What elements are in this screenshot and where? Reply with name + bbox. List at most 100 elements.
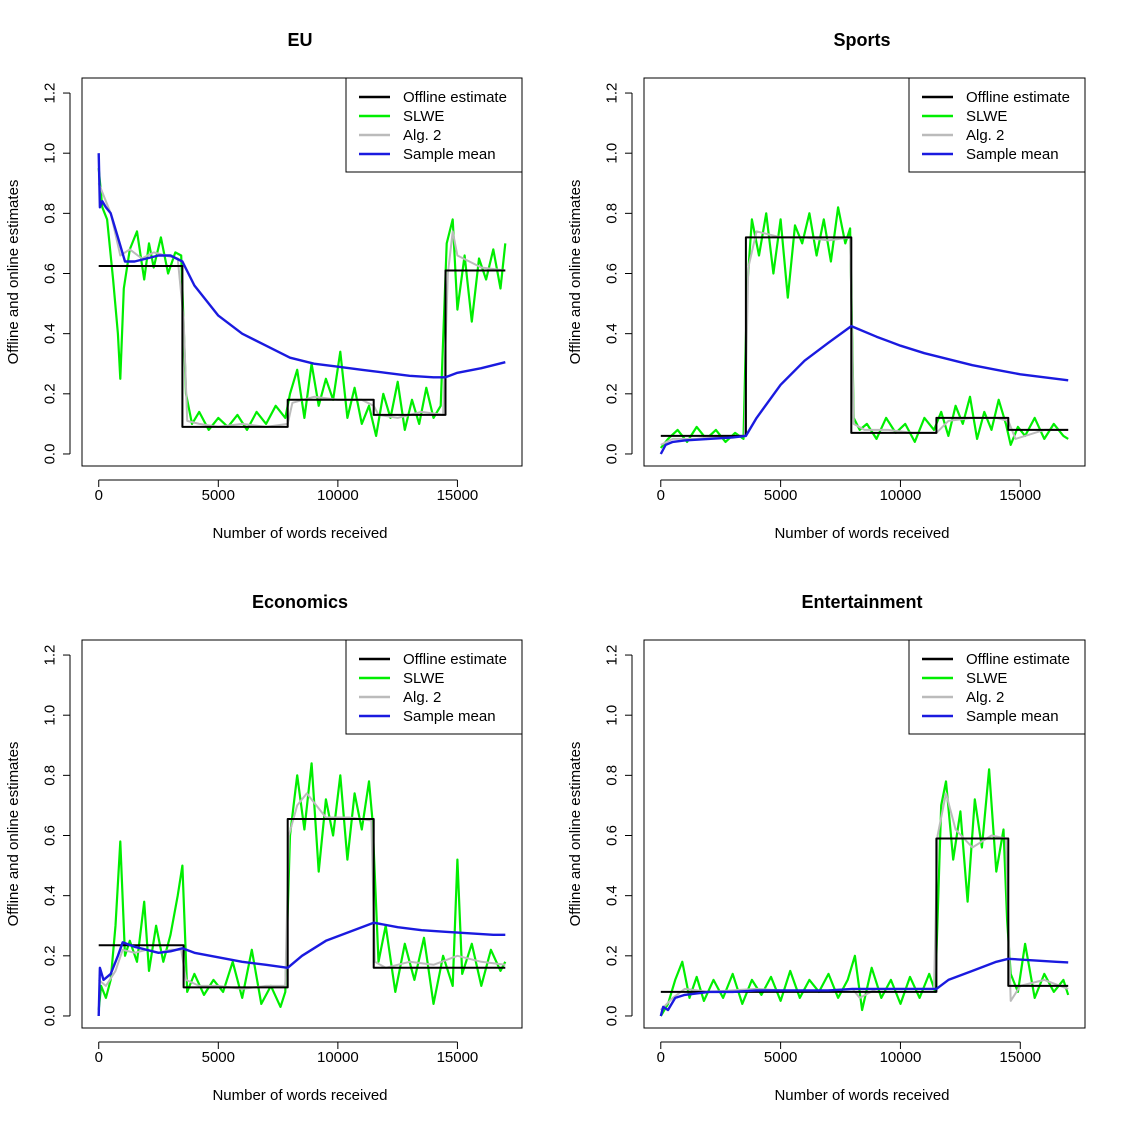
panel-sports: Sports 0 5000 10000 15000 Number of words rec… bbox=[567, 30, 1086, 542]
legend-label-offline-estimate: Offline estimate bbox=[966, 89, 1070, 106]
legend-label-offline-estimate: Offline estimate bbox=[403, 89, 507, 106]
y-tick-label: 0.6 bbox=[604, 263, 621, 284]
y-axis-label: Offline and online estimates bbox=[5, 180, 22, 365]
y-axis-label: Offline and online estimates bbox=[5, 742, 22, 927]
y-tick-label: 0.2 bbox=[42, 945, 59, 966]
y-axis-label: Offline and online estimates bbox=[567, 742, 584, 927]
legend: Offline estimate SLWE Alg. 2 Sample mean bbox=[345, 639, 523, 735]
series-line-sample-mean bbox=[659, 957, 1069, 1017]
series-line-alg-2 bbox=[660, 230, 1069, 446]
legend-label-alg-2: Alg. 2 bbox=[403, 127, 441, 144]
x-tick-label: 15000 bbox=[999, 487, 1041, 504]
y-tick-label: 0.6 bbox=[604, 825, 621, 846]
x-axis-label: Number of words received bbox=[212, 1087, 387, 1104]
x-tick-label: 0 bbox=[95, 487, 103, 504]
panel-eu: EU 0 5000 10000 15000 Number of words receive… bbox=[5, 30, 523, 542]
y-tick-label: 1.0 bbox=[604, 143, 621, 164]
legend-label-sample-mean: Sample mean bbox=[403, 708, 496, 725]
legend-box bbox=[345, 639, 523, 735]
y-tick-label: 0.0 bbox=[604, 1006, 621, 1027]
x-tick-label: 15000 bbox=[999, 1049, 1041, 1066]
x-tick-label: 5000 bbox=[764, 1049, 797, 1066]
y-tick-label: 0.4 bbox=[604, 885, 621, 906]
series-line-alg-2 bbox=[660, 792, 1069, 1011]
legend-label-slwe: SLWE bbox=[966, 108, 1007, 125]
plot-frame bbox=[643, 639, 1086, 1029]
legend-label-offline-estimate: Offline estimate bbox=[966, 651, 1070, 668]
y-axis-label: Offline and online estimates bbox=[567, 180, 584, 365]
legend-label-sample-mean: Sample mean bbox=[966, 146, 1059, 163]
legend: Offline estimate SLWE Alg. 2 Sample mean bbox=[345, 77, 523, 173]
x-tick-label: 10000 bbox=[317, 1049, 359, 1066]
legend-label-sample-mean: Sample mean bbox=[966, 708, 1059, 725]
y-tick-label: 0.2 bbox=[42, 383, 59, 404]
legend-label-alg-2: Alg. 2 bbox=[403, 689, 441, 706]
y-tick-label: 0.8 bbox=[42, 765, 59, 786]
x-tick-label: 0 bbox=[657, 1049, 665, 1066]
y-tick-label: 0.2 bbox=[604, 945, 621, 966]
legend: Offline estimate SLWE Alg. 2 Sample mean bbox=[908, 77, 1086, 173]
legend-label-slwe: SLWE bbox=[966, 670, 1007, 687]
x-tick-label: 5000 bbox=[764, 487, 797, 504]
y-tick-label: 0.2 bbox=[604, 383, 621, 404]
legend-label-sample-mean: Sample mean bbox=[403, 146, 496, 163]
series-line-offline-estimate bbox=[660, 837, 1069, 993]
series-line-offline-estimate bbox=[660, 236, 1069, 437]
y-tick-label: 1.2 bbox=[604, 83, 621, 104]
series-line-slwe bbox=[97, 762, 507, 1011]
y-tick-label: 1.0 bbox=[42, 143, 59, 164]
legend-box bbox=[908, 639, 1086, 735]
y-tick-label: 0.4 bbox=[604, 323, 621, 344]
y-tick-label: 0.8 bbox=[604, 203, 621, 224]
y-tick-label: 0.4 bbox=[42, 323, 59, 344]
legend-label-slwe: SLWE bbox=[403, 108, 444, 125]
y-tick-label: 1.0 bbox=[42, 705, 59, 726]
chart-title-eu: EU bbox=[287, 30, 312, 50]
y-tick-label: 1.0 bbox=[604, 705, 621, 726]
plot-frame bbox=[81, 77, 523, 467]
x-axis-label: Number of words received bbox=[774, 1087, 949, 1104]
series-line-slwe bbox=[659, 206, 1069, 449]
legend: Offline estimate SLWE Alg. 2 Sample mean bbox=[908, 639, 1086, 735]
series-line-alg-2 bbox=[97, 182, 506, 428]
y-tick-label: 0.4 bbox=[42, 885, 59, 906]
y-tick-label: 0.0 bbox=[42, 1006, 59, 1027]
series-line-sample-mean bbox=[97, 153, 506, 379]
chart-title-sports: Sports bbox=[833, 30, 890, 50]
x-tick-label: 0 bbox=[95, 1049, 103, 1066]
legend-label-alg-2: Alg. 2 bbox=[966, 127, 1004, 144]
y-tick-label: 0.8 bbox=[42, 203, 59, 224]
panel-economics: Economics 0 5000 10000 15000 Number of words … bbox=[5, 592, 523, 1104]
x-tick-label: 15000 bbox=[437, 487, 479, 504]
panel-entertainment: Entertainment 0 5000 10000 15000 Number of wo… bbox=[567, 592, 1086, 1104]
chart-title-economics: Economics bbox=[252, 592, 348, 612]
series-line-sample-mean bbox=[659, 324, 1069, 455]
y-tick-label: 0.0 bbox=[42, 444, 59, 465]
plot-frame bbox=[643, 77, 1086, 467]
x-tick-label: 10000 bbox=[317, 487, 359, 504]
y-tick-label: 1.2 bbox=[42, 645, 59, 666]
y-tick-label: 0.6 bbox=[42, 825, 59, 846]
x-axis-label: Number of words received bbox=[212, 525, 387, 542]
series-line-offline-estimate bbox=[98, 818, 506, 989]
y-tick-label: 0.8 bbox=[604, 765, 621, 786]
x-tick-label: 10000 bbox=[880, 487, 922, 504]
y-tick-label: 0.0 bbox=[604, 444, 621, 465]
y-tick-label: 1.2 bbox=[42, 83, 59, 104]
series-line-sample-mean bbox=[97, 921, 506, 1017]
series-line-alg-2 bbox=[98, 792, 506, 990]
legend-box bbox=[345, 77, 523, 173]
x-tick-label: 5000 bbox=[202, 1049, 235, 1066]
x-tick-label: 0 bbox=[657, 487, 665, 504]
legend-label-alg-2: Alg. 2 bbox=[966, 689, 1004, 706]
series-line-offline-estimate bbox=[98, 265, 506, 428]
x-tick-label: 10000 bbox=[880, 1049, 922, 1066]
legend-label-offline-estimate: Offline estimate bbox=[403, 651, 507, 668]
plot-frame bbox=[81, 639, 523, 1029]
x-tick-label: 5000 bbox=[202, 487, 235, 504]
x-tick-label: 15000 bbox=[437, 1049, 479, 1066]
x-axis-label: Number of words received bbox=[774, 525, 949, 542]
legend-box bbox=[908, 77, 1086, 173]
series-line-slwe bbox=[97, 168, 507, 437]
